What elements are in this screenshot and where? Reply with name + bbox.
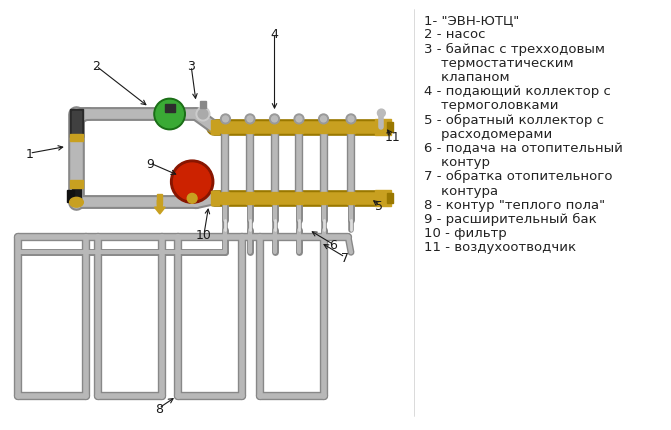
Text: 10: 10	[196, 229, 212, 242]
Text: 8: 8	[155, 402, 163, 415]
Text: 3 - байпас с трехходовым: 3 - байпас с трехходовым	[423, 43, 605, 55]
Text: 11: 11	[384, 131, 400, 144]
FancyArrow shape	[158, 195, 162, 205]
Bar	[347, 193, 355, 205]
Bar	[387, 123, 393, 132]
Text: 4: 4	[270, 28, 278, 41]
Text: 3: 3	[187, 60, 195, 73]
Bar	[70, 134, 83, 142]
Text: 6 - подача на отопительный: 6 - подача на отопительный	[423, 141, 623, 155]
Circle shape	[198, 110, 208, 120]
Circle shape	[270, 115, 279, 125]
Text: 5 - обратный коллектор с: 5 - обратный коллектор с	[423, 113, 603, 126]
Text: 6: 6	[329, 238, 338, 251]
Text: 4 - подающий коллектор с: 4 - подающий коллектор с	[423, 85, 611, 98]
Text: 5: 5	[375, 199, 383, 212]
Circle shape	[221, 115, 230, 125]
Bar	[211, 120, 219, 134]
Text: 1- "ЭВН-ЮТЦ": 1- "ЭВН-ЮТЦ"	[423, 14, 519, 27]
Circle shape	[321, 117, 327, 123]
Text: контура: контура	[423, 184, 498, 197]
Text: 9 - расширительный бак: 9 - расширительный бак	[423, 212, 597, 226]
Circle shape	[296, 117, 302, 123]
Bar	[270, 122, 278, 133]
Circle shape	[348, 117, 354, 123]
Text: 7 - обратка отопительного: 7 - обратка отопительного	[423, 170, 612, 183]
Bar	[376, 120, 391, 135]
Circle shape	[187, 194, 197, 204]
Bar	[66, 191, 74, 203]
Text: 1: 1	[25, 147, 34, 160]
Text: 9: 9	[146, 157, 154, 170]
Text: контур: контур	[423, 156, 490, 169]
Text: 2: 2	[92, 60, 100, 73]
Bar	[347, 122, 355, 133]
Circle shape	[170, 161, 214, 204]
Circle shape	[156, 101, 183, 129]
Circle shape	[272, 117, 277, 123]
Bar	[387, 194, 393, 204]
Text: 8 - контур "теплого пола": 8 - контур "теплого пола"	[423, 198, 605, 211]
Bar	[376, 191, 391, 207]
Circle shape	[154, 99, 185, 130]
Bar	[270, 193, 278, 205]
Bar	[221, 122, 229, 133]
Circle shape	[378, 110, 385, 118]
Circle shape	[319, 115, 328, 125]
Circle shape	[346, 115, 356, 125]
Circle shape	[245, 115, 255, 125]
Bar	[295, 122, 303, 133]
Circle shape	[196, 108, 210, 122]
Bar	[295, 193, 303, 205]
Bar	[72, 185, 81, 203]
Text: термоголовками: термоголовками	[423, 99, 558, 112]
Bar	[72, 112, 81, 135]
Text: клапаном: клапаном	[423, 71, 509, 84]
Bar	[164, 105, 174, 113]
Text: 11 - воздухоотводчик: 11 - воздухоотводчик	[423, 241, 576, 254]
Bar	[221, 193, 229, 205]
Circle shape	[223, 117, 228, 123]
Bar	[70, 110, 83, 137]
Bar	[319, 122, 327, 133]
Text: 7: 7	[341, 251, 349, 264]
Text: расходомерами: расходомерами	[423, 127, 552, 141]
Text: 10 - фильтр: 10 - фильтр	[423, 227, 507, 240]
Text: термостатическим: термостатическим	[423, 57, 573, 70]
Circle shape	[294, 115, 304, 125]
Ellipse shape	[70, 198, 83, 208]
Bar	[163, 104, 176, 114]
Circle shape	[247, 117, 253, 123]
Text: 2 - насос: 2 - насос	[423, 28, 485, 41]
Bar	[70, 180, 83, 188]
Bar	[319, 193, 327, 205]
Bar	[200, 102, 206, 109]
Bar	[246, 193, 254, 205]
FancyArrow shape	[154, 201, 165, 215]
Circle shape	[174, 164, 211, 201]
Bar	[211, 192, 219, 206]
Bar	[246, 122, 254, 133]
